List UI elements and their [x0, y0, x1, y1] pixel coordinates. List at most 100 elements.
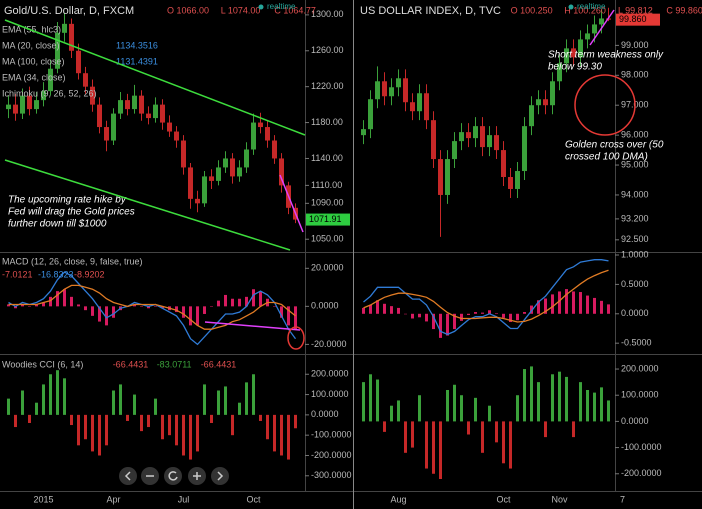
x-tick-label: 7	[620, 494, 625, 504]
cci-bar	[42, 384, 45, 415]
candle-body	[90, 86, 95, 105]
histogram-bar	[488, 310, 491, 314]
candle-body	[417, 93, 422, 112]
cci-bar	[460, 395, 463, 422]
cci-bar	[481, 421, 484, 453]
histogram-bar	[63, 289, 66, 307]
candle-body	[480, 126, 485, 148]
cci-bar	[362, 382, 365, 422]
cci-bar	[49, 374, 52, 415]
histogram-bar	[369, 304, 372, 314]
candle-body	[258, 122, 263, 128]
candle-body	[209, 176, 214, 181]
candle-body	[592, 24, 597, 34]
y-tick-label: 200.0000	[621, 363, 659, 373]
candle-body	[571, 48, 576, 58]
histogram-bar	[397, 307, 400, 314]
candle-body	[361, 129, 366, 136]
x-tick-label: Oct	[496, 494, 511, 504]
candle-body	[132, 95, 137, 110]
histogram-bar	[565, 289, 568, 314]
y-tick-label: 0.0000	[621, 308, 649, 318]
cci-bar	[7, 398, 10, 415]
histogram-bar	[294, 306, 297, 330]
histogram-bar	[217, 300, 220, 307]
histogram-bar	[203, 306, 206, 314]
histogram-bar	[551, 294, 554, 314]
status-dot	[258, 4, 264, 10]
indicator-value: -83.0711	[157, 359, 192, 369]
y-tick-label: 100.0000	[311, 389, 349, 399]
candle-body	[83, 73, 88, 87]
reset[interactable]	[164, 467, 182, 485]
candle-body	[487, 135, 492, 148]
status: realtime	[577, 2, 606, 11]
cci-bar	[196, 414, 199, 452]
trend-line	[589, 9, 615, 46]
scroll-right[interactable]	[211, 467, 229, 485]
candle-body	[501, 150, 506, 178]
y-tick-label: 99.000	[621, 40, 649, 50]
candle-body	[118, 100, 123, 114]
annotation: below 99.30	[548, 62, 602, 73]
ohlc-label: O 100.250	[511, 5, 553, 15]
cci-bar	[383, 421, 386, 432]
x-tick-label: 2015	[33, 494, 53, 504]
candle-body	[48, 68, 53, 92]
indicator-value: -8.9202	[74, 269, 105, 279]
candle-body	[536, 99, 541, 106]
histogram-bar	[502, 313, 505, 318]
cci-bar	[565, 376, 568, 422]
cci-bar	[600, 387, 603, 422]
candle-body	[272, 140, 277, 159]
histogram-bar	[418, 313, 421, 318]
signal-line	[8, 284, 296, 330]
zoom-out[interactable]	[141, 467, 159, 485]
candle-body	[564, 48, 569, 64]
cci-bar	[453, 384, 456, 422]
price-tag-label: 99.860	[619, 14, 647, 24]
y-tick-label: -300.0000	[311, 470, 352, 480]
annotation: The upcoming rate hike by	[8, 195, 127, 206]
cci-bar	[91, 414, 94, 452]
histogram-bar	[425, 313, 428, 322]
candle-body	[244, 149, 249, 168]
y-tick-label: 1180.00	[311, 117, 343, 127]
cci-bar	[203, 384, 206, 415]
histogram-bar	[432, 313, 435, 330]
candle-body	[508, 177, 513, 189]
histogram-bar	[523, 312, 526, 314]
candle-body	[202, 176, 207, 204]
y-tick-label: 20.0000	[311, 263, 344, 273]
candle-body	[396, 78, 401, 88]
candle-body	[41, 91, 46, 101]
candle-body	[230, 158, 235, 177]
histogram-bar	[572, 291, 575, 314]
histogram-bar	[196, 306, 199, 326]
histogram-bar	[280, 306, 283, 318]
y-tick-label: -0.5000	[621, 338, 652, 348]
y-tick-label: -20.0000	[311, 339, 347, 349]
price-tag	[306, 213, 350, 226]
candle-body	[375, 81, 380, 100]
annotation: Fed will drag the Gold prices	[8, 207, 135, 218]
histogram-bar	[383, 303, 386, 314]
candle-body	[223, 158, 228, 168]
candle-body	[146, 113, 151, 119]
histogram-bar	[362, 307, 365, 314]
histogram-bar	[259, 291, 262, 307]
trend-line	[204, 321, 301, 331]
histogram-bar	[439, 313, 442, 338]
cci-bar	[63, 378, 66, 415]
ohlc-label: C 1064.77	[274, 5, 316, 15]
candle-body	[237, 167, 242, 177]
candle-body	[153, 104, 158, 119]
zoom-in[interactable]	[188, 467, 206, 485]
trend-line	[4, 19, 306, 136]
indicator-value: -7.0121	[2, 269, 33, 279]
scroll-left[interactable]	[119, 467, 137, 485]
histogram-bar	[467, 313, 470, 315]
y-tick-label: -200.0000	[311, 450, 352, 460]
highlight-circle	[287, 326, 305, 350]
cci-bar	[488, 405, 491, 422]
